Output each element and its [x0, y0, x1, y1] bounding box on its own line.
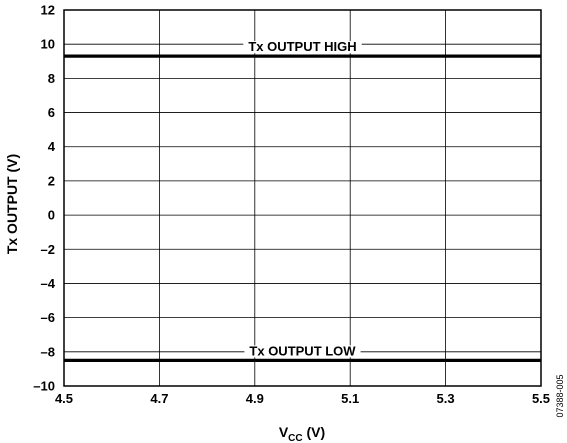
series-label: Tx OUTPUT LOW — [249, 343, 356, 358]
y-tick-label: 4 — [48, 139, 56, 154]
y-tick-labels: 12 10 8 6 4 2 0 –2 –4 –6 –8 –10 — [33, 3, 55, 394]
plot-frame — [63, 9, 542, 387]
x-tick-label: 5.3 — [437, 391, 455, 406]
x-axis-title: VCC (V) — [279, 424, 325, 443]
x-tick-label: 5.1 — [341, 391, 359, 406]
y-tick-label: 10 — [41, 37, 55, 52]
x-tick-labels: 4.5 4.7 4.9 5.1 5.3 5.5 — [55, 391, 550, 406]
y-tick-label: 8 — [48, 71, 55, 86]
y-tick-label: 12 — [41, 3, 55, 18]
y-axis-title: Tx OUTPUT (V) — [4, 154, 20, 254]
y-tick-label: –2 — [41, 242, 55, 257]
y-tick-label: 2 — [48, 173, 55, 188]
y-tick-label: 6 — [48, 105, 55, 120]
y-tick-label: –10 — [33, 379, 55, 394]
y-tick-label: –6 — [41, 310, 55, 325]
series-layer: Tx OUTPUT HIGH Tx OUTPUT LOW — [64, 39, 541, 362]
y-tick-label: –4 — [41, 276, 56, 291]
figure-code: 07388-005 — [555, 374, 565, 417]
x-axis-title-unit: (V) — [303, 424, 326, 440]
x-tick-label: 4.7 — [150, 391, 168, 406]
x-axis-title-main: V — [279, 424, 289, 440]
x-tick-label: 4.9 — [246, 391, 264, 406]
y-tick-label: –8 — [41, 344, 55, 359]
series-label-background — [243, 41, 362, 54]
grid — [63, 9, 542, 387]
series-label: Tx OUTPUT HIGH — [248, 39, 356, 54]
series-label-background — [244, 345, 361, 358]
x-tick-label: 4.5 — [55, 391, 73, 406]
x-axis-title-sub: CC — [288, 433, 302, 443]
x-tick-label: 5.5 — [532, 391, 550, 406]
y-tick-label: 0 — [48, 208, 55, 223]
